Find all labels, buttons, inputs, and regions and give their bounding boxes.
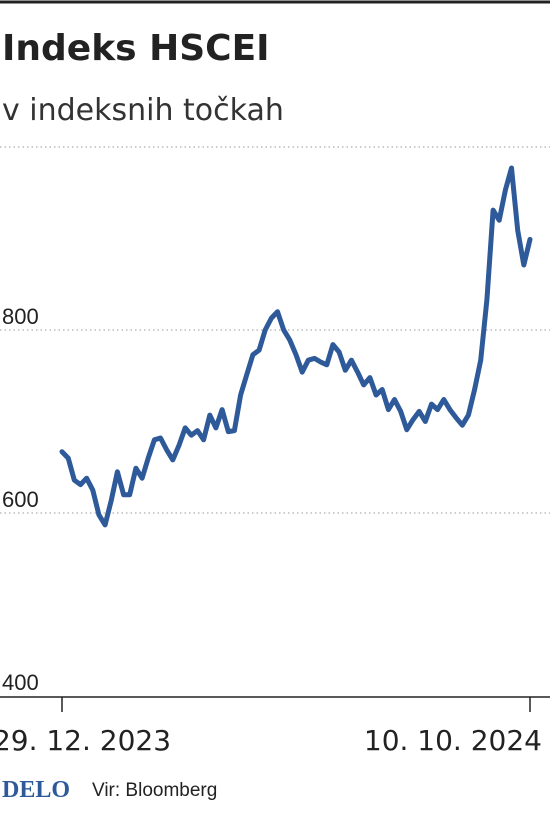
chart-title: Indeks HSCEI [2,28,270,69]
brand: DELO [2,777,70,803]
source: Vir: Bloomberg [92,780,217,801]
x-tick-label: 29. 12. 2023 [0,724,171,757]
x-tick-label: 10. 10. 2024 [364,724,542,757]
y-tick-label: 400 [2,670,39,695]
y-tick-label: 800 [2,304,39,329]
chart-subtitle: v indeksnih točkah [2,93,284,128]
y-tick-label: 600 [2,487,39,512]
data-line [59,165,533,528]
